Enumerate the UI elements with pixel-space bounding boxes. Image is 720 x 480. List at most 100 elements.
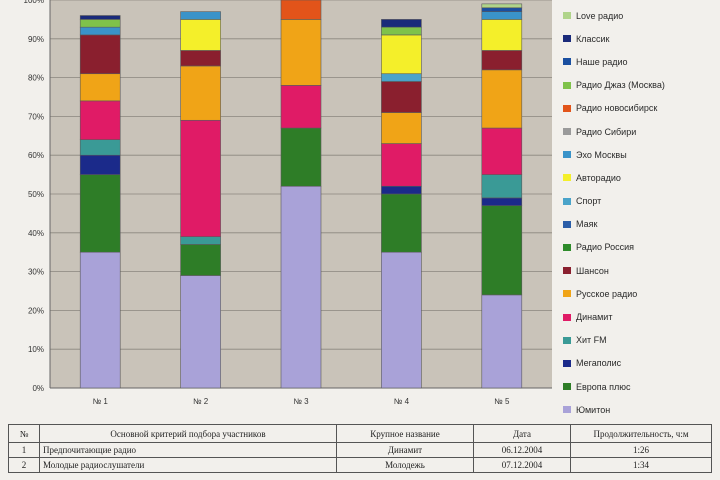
bar-segment: [280, 19, 322, 86]
chart-legend: Love радио Классик Наше радио Радио Джаз (М…: [560, 4, 718, 421]
bar-segment: [481, 11, 523, 20]
legend-label: Европа плюс: [576, 381, 631, 392]
bar-segment: [381, 81, 422, 113]
cell-date: 07.12.2004: [473, 457, 571, 473]
header-name: Крупное название: [336, 424, 474, 443]
bar-segment: [180, 50, 221, 67]
legend-swatch: [563, 12, 571, 20]
y-tick-label: 60%: [28, 151, 44, 160]
legend-label: Юмитон: [576, 404, 611, 415]
table: № Основной критерий подбора участников К…: [8, 424, 712, 473]
legend-swatch: [563, 174, 571, 182]
legend-swatch: [563, 104, 571, 112]
x-tick-label: № 3: [293, 397, 309, 406]
bar-segment: [180, 11, 221, 20]
legend-swatch: [563, 313, 571, 321]
x-tick-label: № 2: [193, 397, 209, 406]
y-tick-label: 80%: [28, 74, 44, 83]
legend-entry: Маяк: [560, 213, 718, 236]
bar-segment: [79, 100, 121, 140]
y-tick-label: 40%: [28, 229, 44, 238]
legend-entry: Русское радио: [560, 282, 718, 305]
legend-entry: Радио Джаз (Москва): [560, 74, 718, 97]
bar-segment: [481, 69, 523, 129]
legend-label: Радио Россия: [576, 242, 635, 253]
bar-segment: [381, 112, 422, 144]
y-tick-label: 30%: [28, 268, 44, 277]
bar-segment: [79, 15, 121, 20]
bar-segment: [79, 19, 121, 28]
y-tick-label: 50%: [28, 190, 44, 199]
y-tick-label: 20%: [28, 306, 44, 315]
legend-entry: Юмитон: [560, 398, 718, 421]
legend-entry: Эхо Москвы: [560, 143, 718, 166]
x-tick-label: № 1: [93, 397, 109, 406]
bar-segment: [481, 205, 523, 296]
legend-label: Русское радио: [576, 288, 638, 299]
legend-swatch: [563, 267, 571, 275]
legend-label: Наше радио: [576, 56, 628, 67]
bar-segment: [79, 251, 121, 389]
legend-label: Мегаполис: [576, 358, 622, 369]
legend-swatch: [563, 220, 571, 228]
header-number: №: [8, 424, 40, 443]
bar-segment: [481, 294, 523, 389]
bar-segment: [79, 26, 121, 36]
legend-label: Авторадио: [576, 172, 621, 183]
bar-segment: [280, 185, 322, 389]
cell-name: Динамит: [336, 442, 474, 458]
legend-label: Классик: [576, 33, 610, 44]
legend-label: Love радио: [576, 10, 624, 21]
legend-entry: Радио Сибири: [560, 120, 718, 143]
legend-entry: Авторадио: [560, 166, 718, 189]
legend-label: Динамит: [576, 312, 613, 323]
legend-swatch: [563, 383, 571, 391]
bar-segment: [381, 26, 422, 36]
cell-duration: 1:26: [570, 442, 712, 458]
header-criterion: Основной критерий подбора участников: [39, 424, 337, 443]
bar-segment: [180, 65, 221, 121]
cell-criterion: Предпочитающие радио: [39, 442, 337, 458]
bar-segment: [180, 275, 221, 389]
cell-duration: 1:34: [570, 457, 712, 473]
legend-swatch: [563, 243, 571, 251]
table-header-row: № Основной критерий подбора участников К…: [8, 424, 712, 443]
y-tick-label: 10%: [28, 345, 44, 354]
legend-entry: Классик: [560, 27, 718, 50]
bar-segment: [180, 19, 221, 51]
table-row: 1 Предпочитающие радио Динамит 06.12.200…: [8, 442, 712, 458]
bar-segment: [381, 193, 422, 253]
bar-segment: [79, 73, 121, 102]
legend-entry: Спорт: [560, 190, 718, 213]
cell-number: 2: [8, 457, 40, 473]
bar-segment: [280, 0, 322, 20]
header-date: Дата: [473, 424, 571, 443]
bar-segment: [481, 197, 523, 206]
bar-segment: [280, 127, 322, 187]
stacked-bar-chart: 0% 10% 20% 30% 40% 50% 60% 70% 80% 90% 100% № 1 № 2 №…: [24, 0, 552, 406]
bar-segment: [481, 3, 523, 9]
table-row: 2 Молодые радиослушатели Молодежь 07.12.…: [8, 457, 712, 473]
legend-entry: Радио Россия: [560, 236, 718, 259]
bar-segment: [481, 174, 523, 199]
session-table: № Основной критерий подбора участников К…: [8, 424, 712, 473]
bar-segment: [180, 236, 221, 245]
cell-number: 1: [8, 442, 40, 458]
y-tick-label: 0%: [32, 384, 44, 393]
legend-label: Радио Джаз (Москва): [576, 80, 665, 91]
x-tick-label: № 4: [394, 397, 410, 406]
legend-swatch: [563, 128, 571, 136]
legend-entry: Европа плюс: [560, 375, 718, 398]
bar-segment: [381, 185, 422, 195]
legend-swatch: [563, 336, 571, 344]
bar-segment: [79, 154, 121, 175]
y-tick-label: 90%: [28, 35, 44, 44]
legend-entry: Мегаполис: [560, 352, 718, 375]
legend-label: Эхо Москвы: [576, 149, 627, 160]
y-tick-label: 100%: [24, 0, 44, 5]
bar-segment: [79, 34, 121, 75]
bar-segment: [381, 19, 422, 28]
bar-segment: [180, 244, 221, 276]
legend-label: Шансон: [576, 265, 609, 276]
legend-swatch: [563, 406, 571, 414]
